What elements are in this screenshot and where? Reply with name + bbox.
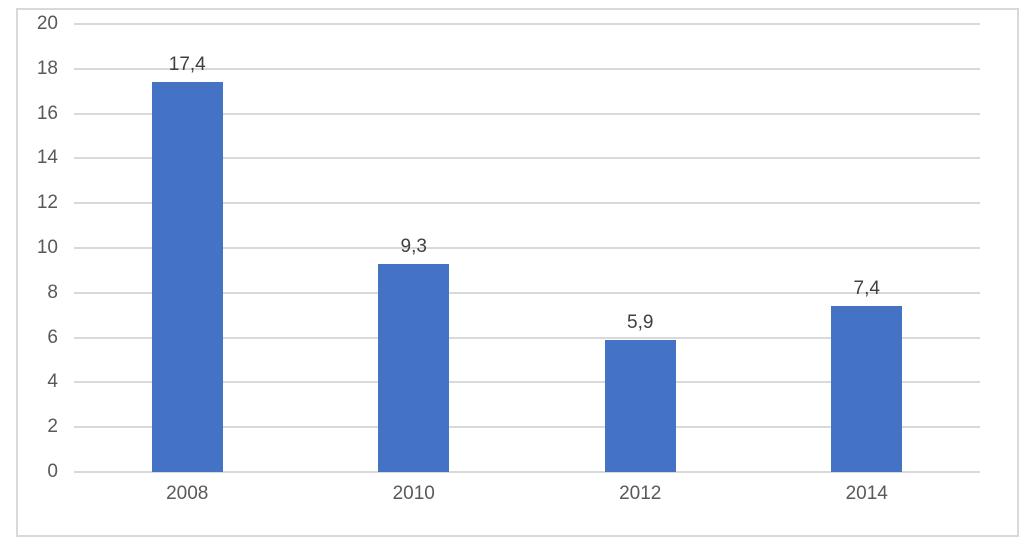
gridline bbox=[74, 336, 980, 339]
y-tick-label: 12 bbox=[36, 192, 58, 214]
y-axis-tick-labels: 0 2 4 6 8 10 12 14 16 18 20 bbox=[18, 13, 58, 482]
y-tick-label: 4 bbox=[47, 371, 58, 393]
gridline bbox=[74, 471, 980, 473]
bar-2010 bbox=[378, 263, 450, 472]
y-tick-label: 14 bbox=[36, 147, 58, 169]
bar-value-label: 7,4 bbox=[853, 278, 880, 300]
x-tick-label: 2010 bbox=[392, 483, 435, 504]
y-tick-label: 2 bbox=[47, 416, 58, 438]
gridline bbox=[74, 157, 980, 160]
y-tick-label: 0 bbox=[47, 461, 58, 482]
bar-2012 bbox=[604, 339, 676, 472]
y-tick-label: 18 bbox=[36, 57, 58, 79]
bar-value-label: 17,4 bbox=[168, 54, 206, 76]
chart-frame: 0 2 4 6 8 10 12 14 16 18 20 17,4 9,3 5,9 7,4 2008 2010… bbox=[16, 8, 1019, 537]
x-tick-label: 2014 bbox=[845, 483, 888, 504]
gridline bbox=[74, 67, 980, 70]
y-tick-label: 20 bbox=[36, 13, 58, 34]
x-axis-tick-labels: 2008 2010 2012 2014 bbox=[74, 483, 980, 509]
gridline bbox=[74, 291, 980, 294]
x-tick-label: 2008 bbox=[166, 483, 209, 504]
y-tick-label: 6 bbox=[47, 326, 58, 348]
gridline bbox=[74, 112, 980, 115]
gridline bbox=[74, 247, 980, 249]
gridline bbox=[74, 23, 980, 25]
bar-2014 bbox=[831, 306, 903, 472]
y-tick-label: 16 bbox=[36, 102, 58, 124]
gridline bbox=[74, 202, 980, 205]
bar-value-label: 5,9 bbox=[627, 311, 654, 333]
plot-area: 17,4 9,3 5,9 7,4 bbox=[74, 23, 980, 473]
y-tick-label: 10 bbox=[36, 237, 58, 258]
y-tick-label: 8 bbox=[47, 281, 58, 303]
gridline bbox=[74, 381, 980, 384]
x-tick-label: 2012 bbox=[619, 483, 662, 504]
bar-2008 bbox=[151, 82, 223, 472]
gridline bbox=[74, 426, 980, 429]
bar-value-label: 9,3 bbox=[400, 235, 427, 257]
